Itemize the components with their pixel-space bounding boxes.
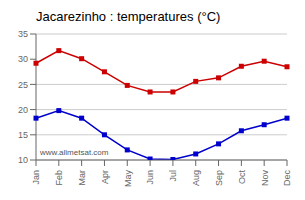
html-text:Jacarezinho : temperatures (°C: Jacarezinho : temperatures (°C) — [36, 9, 221, 24]
svg-text:Jul: Jul — [168, 170, 178, 182]
svg-text:Sep: Sep — [214, 170, 224, 186]
html-text:www.allmetsat.com: www.allmetsat.com — [40, 148, 109, 157]
svg-text:Aug: Aug — [191, 170, 201, 186]
svg-text:Jan: Jan — [31, 170, 41, 185]
svg-text:25: 25 — [18, 80, 28, 90]
svg-text:Nov: Nov — [260, 170, 270, 187]
svg-text:May: May — [123, 170, 133, 188]
svg-text:30: 30 — [18, 54, 28, 64]
svg-text:10: 10 — [18, 155, 28, 165]
svg-text:Mar: Mar — [77, 170, 87, 186]
svg-text:35: 35 — [18, 29, 28, 39]
svg-text:Oct: Oct — [237, 170, 247, 185]
svg-text:Dec: Dec — [282, 170, 292, 187]
svg-text:15: 15 — [18, 130, 28, 140]
svg-text:Jun: Jun — [145, 170, 155, 185]
svg-text:20: 20 — [18, 105, 28, 115]
svg-text:Feb: Feb — [54, 170, 64, 186]
svg-text:Apr: Apr — [100, 170, 110, 184]
